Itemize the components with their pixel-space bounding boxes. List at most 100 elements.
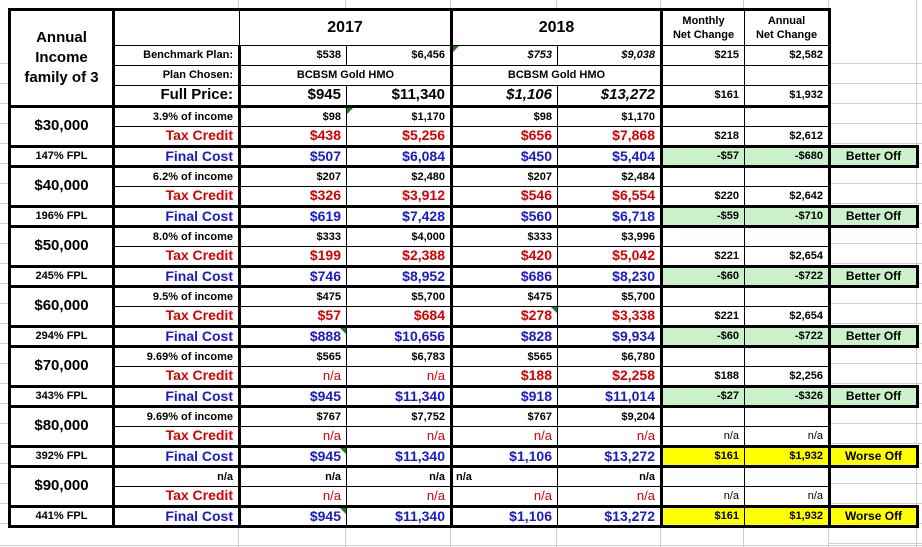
g3-verdict-cell[interactable]: Better Off: [828, 325, 919, 348]
g2-verdict-cell[interactable]: Better Off: [828, 265, 919, 288]
g5-final-2017-annual-cell[interactable]: $11,340: [346, 445, 453, 468]
g5-pct-monthly-net-cell[interactable]: [661, 406, 745, 427]
g0-pct-2017-annual-cell[interactable]: $1,170: [346, 106, 453, 127]
g3-pct-2018-monthly-cell[interactable]: $475: [451, 286, 558, 307]
g1-pct-label-cell[interactable]: 6.2% of income: [113, 166, 241, 187]
g3-final-annual-net-cell[interactable]: -$722: [744, 325, 831, 348]
g6-pct-2018-monthly-cell[interactable]: n/a: [451, 466, 558, 487]
g2-final-label-cell[interactable]: Final Cost: [113, 265, 241, 288]
g1-pct-annual-net-cell[interactable]: [744, 166, 831, 187]
plan-chosen-annual-net-cell[interactable]: [744, 65, 831, 86]
full-price-2017-annual-cell[interactable]: $11,340: [346, 85, 453, 108]
g2-credit-annual-net-cell[interactable]: $2,654: [744, 246, 831, 267]
g2-fpl-cell[interactable]: 245% FPL: [8, 265, 115, 288]
g1-credit-2017-monthly-cell[interactable]: $326: [239, 186, 347, 207]
g0-final-2017-monthly-cell[interactable]: $507: [239, 145, 347, 168]
g4-credit-label-cell[interactable]: Tax Credit: [113, 366, 241, 387]
g4-pct-2017-annual-cell[interactable]: $6,783: [346, 346, 453, 367]
g2-pct-2018-monthly-cell[interactable]: $333: [451, 226, 558, 247]
g1-final-annual-net-cell[interactable]: -$710: [744, 205, 831, 228]
g1-final-2018-annual-cell[interactable]: $6,718: [557, 205, 663, 228]
g4-credit-2018-monthly-cell[interactable]: $188: [451, 366, 558, 387]
g0-fpl-cell[interactable]: 147% FPL: [8, 145, 115, 168]
g5-verdict-cell[interactable]: Worse Off: [828, 445, 919, 468]
g3-final-2017-annual-cell[interactable]: $10,656: [346, 325, 453, 348]
g4-pct-2017-monthly-cell[interactable]: $565: [239, 346, 347, 367]
g5-final-2018-monthly-cell[interactable]: $1,106: [451, 445, 558, 468]
monthly-net-change-header-cell[interactable]: Monthly Net Change: [661, 8, 745, 46]
g1-final-label-cell[interactable]: Final Cost: [113, 205, 241, 228]
g6-credit-2018-annual-cell[interactable]: n/a: [557, 486, 663, 507]
benchmark-annual-net-cell[interactable]: $2,582: [744, 45, 831, 66]
g4-final-2018-monthly-cell[interactable]: $918: [451, 385, 558, 408]
year-2018-header-cell[interactable]: 2018: [451, 8, 663, 46]
full-price-2018-annual-cell[interactable]: $13,272: [557, 85, 663, 108]
g6-verdict-cell[interactable]: Worse Off: [828, 505, 919, 528]
g0-credit-annual-net-cell[interactable]: $2,612: [744, 126, 831, 147]
g0-pct-2018-annual-cell[interactable]: $1,170: [557, 106, 663, 127]
g2-final-2017-annual-cell[interactable]: $8,952: [346, 265, 453, 288]
g2-credit-monthly-net-cell[interactable]: $221: [661, 246, 745, 267]
g6-credit-2017-monthly-cell[interactable]: n/a: [239, 486, 347, 507]
g0-credit-monthly-net-cell[interactable]: $218: [661, 126, 745, 147]
g5-credit-2017-monthly-cell[interactable]: n/a: [239, 426, 347, 447]
benchmark-2018-annual-cell[interactable]: $9,038: [557, 45, 663, 66]
g5-pct-annual-net-cell[interactable]: [744, 406, 831, 427]
g5-pct-2018-annual-cell[interactable]: $9,204: [557, 406, 663, 427]
g2-credit-2018-annual-cell[interactable]: $5,042: [557, 246, 663, 267]
year-2017-header-cell[interactable]: 2017: [239, 8, 453, 46]
g6-credit-monthly-net-cell[interactable]: n/a: [661, 486, 745, 507]
g2-final-2017-monthly-cell[interactable]: $746: [239, 265, 347, 288]
g1-pct-2018-monthly-cell[interactable]: $207: [451, 166, 558, 187]
full-price-label-cell[interactable]: Full Price:: [113, 85, 241, 108]
g2-credit-2018-monthly-cell[interactable]: $420: [451, 246, 558, 267]
g1-credit-2017-annual-cell[interactable]: $3,912: [346, 186, 453, 207]
g1-credit-2018-annual-cell[interactable]: $6,554: [557, 186, 663, 207]
g4-pct-2018-annual-cell[interactable]: $6,780: [557, 346, 663, 367]
g6-pct-2017-annual-cell[interactable]: n/a: [346, 466, 453, 487]
g0-final-annual-net-cell[interactable]: -$680: [744, 145, 831, 168]
g3-pct-annual-net-cell[interactable]: [744, 286, 831, 307]
g1-fpl-cell[interactable]: 196% FPL: [8, 205, 115, 228]
g5-pct-label-cell[interactable]: 9.69% of income: [113, 406, 241, 427]
g4-final-annual-net-cell[interactable]: -$326: [744, 385, 831, 408]
g5-pct-2018-monthly-cell[interactable]: $767: [451, 406, 558, 427]
g6-credit-2017-annual-cell[interactable]: n/a: [346, 486, 453, 507]
g3-credit-2018-monthly-cell[interactable]: $278: [451, 306, 558, 327]
g5-credit-label-cell[interactable]: Tax Credit: [113, 426, 241, 447]
g2-pct-2017-annual-cell[interactable]: $4,000: [346, 226, 453, 247]
g1-final-2017-annual-cell[interactable]: $7,428: [346, 205, 453, 228]
g2-pct-2018-annual-cell[interactable]: $3,996: [557, 226, 663, 247]
g5-credit-2018-monthly-cell[interactable]: n/a: [451, 426, 558, 447]
annual-net-change-header-cell[interactable]: Annual Net Change: [744, 8, 831, 46]
g0-pct-label-cell[interactable]: 3.9% of income: [113, 106, 241, 127]
g5-credit-2017-annual-cell[interactable]: n/a: [346, 426, 453, 447]
g4-income-cell[interactable]: $70,000: [8, 346, 115, 387]
g4-final-2018-annual-cell[interactable]: $11,014: [557, 385, 663, 408]
g3-final-2018-monthly-cell[interactable]: $828: [451, 325, 558, 348]
g0-credit-2018-annual-cell[interactable]: $7,868: [557, 126, 663, 147]
g3-pct-2018-annual-cell[interactable]: $5,700: [557, 286, 663, 307]
g3-final-monthly-net-cell[interactable]: -$60: [661, 325, 745, 348]
g5-final-2018-annual-cell[interactable]: $13,272: [557, 445, 663, 468]
g2-final-monthly-net-cell[interactable]: -$60: [661, 265, 745, 288]
g5-final-annual-net-cell[interactable]: $1,932: [744, 445, 831, 468]
benchmark-2017-annual-cell[interactable]: $6,456: [346, 45, 453, 66]
g6-final-label-cell[interactable]: Final Cost: [113, 505, 241, 528]
g0-pct-annual-net-cell[interactable]: [744, 106, 831, 127]
g5-final-label-cell[interactable]: Final Cost: [113, 445, 241, 468]
g2-credit-label-cell[interactable]: Tax Credit: [113, 246, 241, 267]
g4-pct-monthly-net-cell[interactable]: [661, 346, 745, 367]
g1-pct-2017-monthly-cell[interactable]: $207: [239, 166, 347, 187]
g0-pct-2017-monthly-cell[interactable]: $98: [239, 106, 347, 127]
g4-verdict-cell[interactable]: Better Off: [828, 385, 919, 408]
g1-final-2018-monthly-cell[interactable]: $560: [451, 205, 558, 228]
g3-final-2018-annual-cell[interactable]: $9,934: [557, 325, 663, 348]
g0-pct-2018-monthly-cell[interactable]: $98: [451, 106, 558, 127]
g6-credit-label-cell[interactable]: Tax Credit: [113, 486, 241, 507]
g6-final-2018-annual-cell[interactable]: $13,272: [557, 505, 663, 528]
g6-pct-annual-net-cell[interactable]: [744, 466, 831, 487]
plan-chosen-label-cell[interactable]: Plan Chosen:: [113, 65, 241, 86]
g4-pct-label-cell[interactable]: 9.69% of income: [113, 346, 241, 367]
g0-credit-2018-monthly-cell[interactable]: $656: [451, 126, 558, 147]
